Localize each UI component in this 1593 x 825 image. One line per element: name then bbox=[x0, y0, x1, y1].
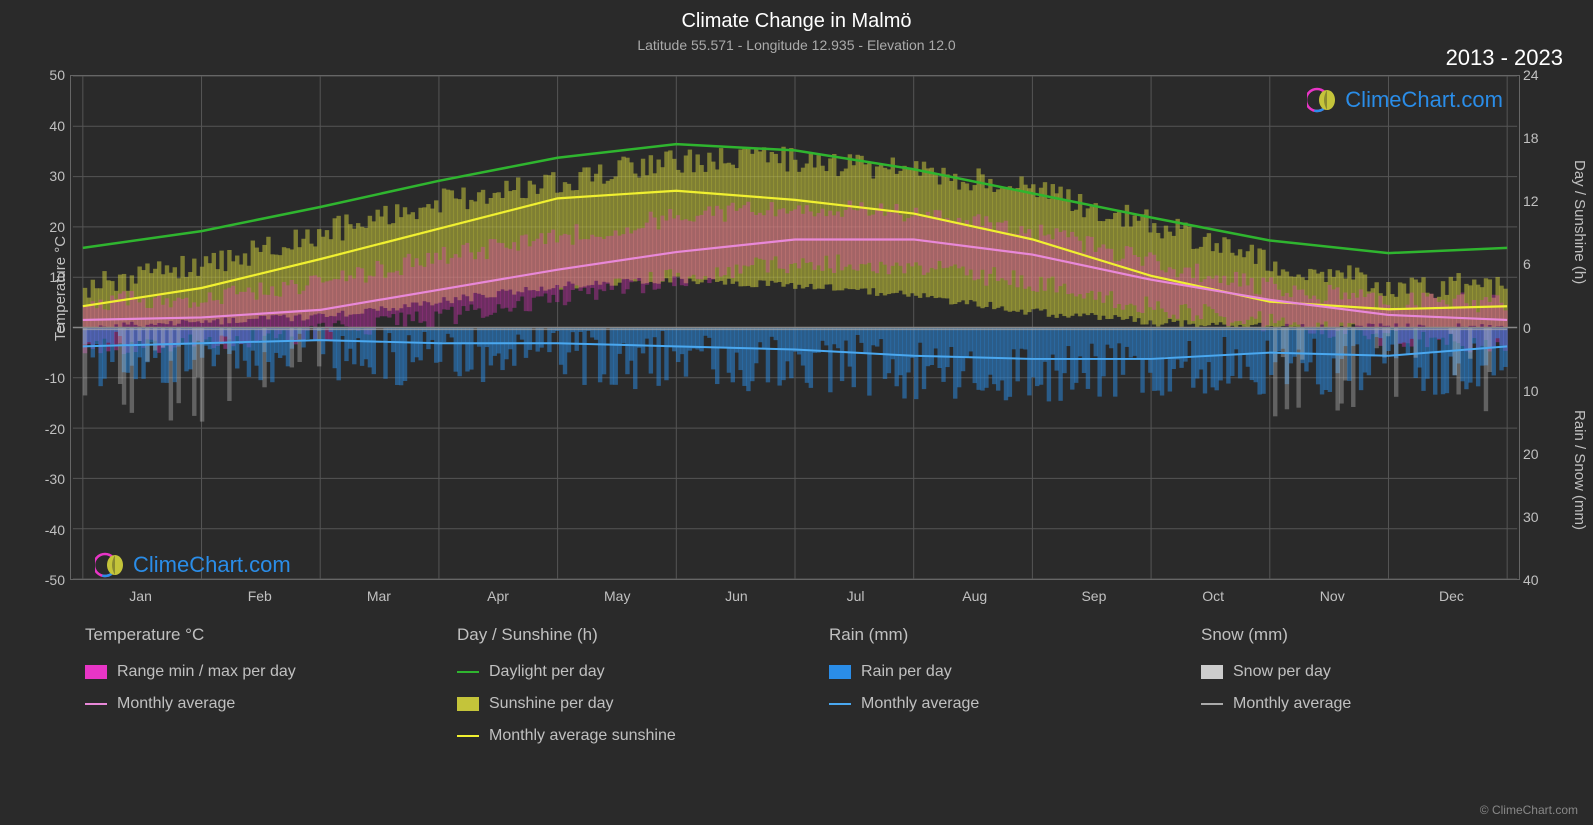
copyright: © ClimeChart.com bbox=[1480, 803, 1578, 817]
legend-label: Range min / max per day bbox=[117, 663, 296, 681]
legend-label: Monthly average bbox=[117, 695, 235, 713]
y-tick-temp: 20 bbox=[35, 219, 65, 235]
legend-item: Monthly average bbox=[1201, 695, 1533, 713]
y-axis-right-top-label: Day / Sunshine (h) bbox=[1571, 160, 1588, 284]
y-tick-hours: 6 bbox=[1523, 256, 1553, 272]
legend-title: Temperature °C bbox=[85, 625, 417, 645]
y-tick-temp: 10 bbox=[35, 269, 65, 285]
x-tick-month: Oct bbox=[1202, 588, 1224, 604]
watermark-bottom: ClimeChart.com bbox=[95, 550, 291, 580]
legend-title: Snow (mm) bbox=[1201, 625, 1533, 645]
y-tick-temp: -40 bbox=[35, 522, 65, 538]
legend-column-snow: Snow (mm) Snow per day Monthly average bbox=[1201, 625, 1533, 745]
legend-label: Snow per day bbox=[1233, 663, 1331, 681]
legend-title: Day / Sunshine (h) bbox=[457, 625, 789, 645]
y-tick-temp: -30 bbox=[35, 471, 65, 487]
y-tick-precip: 10 bbox=[1523, 383, 1553, 399]
x-tick-month: Apr bbox=[487, 588, 509, 604]
legend-item: Monthly average bbox=[85, 695, 417, 713]
chart-title: Climate Change in Malmö bbox=[0, 0, 1593, 33]
chart-svg bbox=[71, 76, 1519, 579]
watermark-text-bottom: ClimeChart.com bbox=[133, 552, 291, 578]
legend-column-daylight: Day / Sunshine (h) Daylight per day Sunshi… bbox=[457, 625, 789, 745]
y-tick-temp: -10 bbox=[35, 370, 65, 386]
y-tick-precip: 40 bbox=[1523, 572, 1553, 588]
plot-area: JanFebMarAprMayJunJulAugSepOctNovDec bbox=[70, 75, 1520, 580]
legend-swatch bbox=[457, 671, 479, 673]
legend-swatch bbox=[1201, 703, 1223, 705]
legend-item: Rain per day bbox=[829, 663, 1161, 681]
y-tick-temp: 50 bbox=[35, 67, 65, 83]
x-tick-month: Jan bbox=[129, 588, 152, 604]
y-tick-hours: 12 bbox=[1523, 193, 1553, 209]
chart-subtitle: Latitude 55.571 - Longitude 12.935 - Ele… bbox=[0, 37, 1593, 53]
legend-swatch bbox=[1201, 665, 1223, 679]
x-tick-month: Jun bbox=[725, 588, 748, 604]
legend-swatch bbox=[85, 665, 107, 679]
y-tick-hours: 24 bbox=[1523, 67, 1553, 83]
legend-label: Monthly average sunshine bbox=[489, 727, 676, 745]
legend: Temperature °C Range min / max per day Mon… bbox=[85, 625, 1533, 745]
y-tick-precip: 30 bbox=[1523, 509, 1553, 525]
legend-swatch bbox=[829, 703, 851, 705]
legend-item: Daylight per day bbox=[457, 663, 789, 681]
legend-swatch bbox=[457, 697, 479, 711]
x-tick-month: Dec bbox=[1439, 588, 1464, 604]
legend-title: Rain (mm) bbox=[829, 625, 1161, 645]
y-tick-hours: 18 bbox=[1523, 130, 1553, 146]
legend-column-temp: Temperature °C Range min / max per day Mon… bbox=[85, 625, 417, 745]
legend-item: Snow per day bbox=[1201, 663, 1533, 681]
legend-swatch bbox=[829, 665, 851, 679]
legend-item: Monthly average bbox=[829, 695, 1161, 713]
x-tick-month: Sep bbox=[1081, 588, 1106, 604]
y-tick-temp: -50 bbox=[35, 572, 65, 588]
x-tick-month: Nov bbox=[1320, 588, 1345, 604]
x-tick-month: Mar bbox=[367, 588, 391, 604]
legend-item: Sunshine per day bbox=[457, 695, 789, 713]
legend-label: Daylight per day bbox=[489, 663, 605, 681]
y-tick-temp: 30 bbox=[35, 168, 65, 184]
x-tick-month: Aug bbox=[962, 588, 987, 604]
y-axis-right-bottom-label: Rain / Snow (mm) bbox=[1571, 410, 1588, 530]
y-tick-temp: 0 bbox=[35, 320, 65, 336]
legend-item: Monthly average sunshine bbox=[457, 727, 789, 745]
logo-icon bbox=[95, 550, 125, 580]
x-tick-month: May bbox=[604, 588, 630, 604]
x-tick-month: Feb bbox=[248, 588, 272, 604]
logo-icon bbox=[1307, 85, 1337, 115]
y-tick-temp: 40 bbox=[35, 118, 65, 134]
y-tick-precip: 20 bbox=[1523, 446, 1553, 462]
y-tick-temp: -20 bbox=[35, 421, 65, 437]
legend-label: Rain per day bbox=[861, 663, 952, 681]
watermark-text-top: ClimeChart.com bbox=[1345, 87, 1503, 113]
legend-label: Sunshine per day bbox=[489, 695, 614, 713]
watermark-top: ClimeChart.com bbox=[1307, 85, 1503, 115]
x-tick-month: Jul bbox=[847, 588, 865, 604]
legend-column-rain: Rain (mm) Rain per day Monthly average bbox=[829, 625, 1161, 745]
y-tick-hours: 0 bbox=[1523, 320, 1553, 336]
legend-label: Monthly average bbox=[861, 695, 979, 713]
legend-label: Monthly average bbox=[1233, 695, 1351, 713]
legend-swatch bbox=[85, 703, 107, 705]
legend-swatch bbox=[457, 735, 479, 737]
climate-chart-container: Climate Change in Malmö Latitude 55.571 … bbox=[0, 0, 1593, 825]
legend-item: Range min / max per day bbox=[85, 663, 417, 681]
